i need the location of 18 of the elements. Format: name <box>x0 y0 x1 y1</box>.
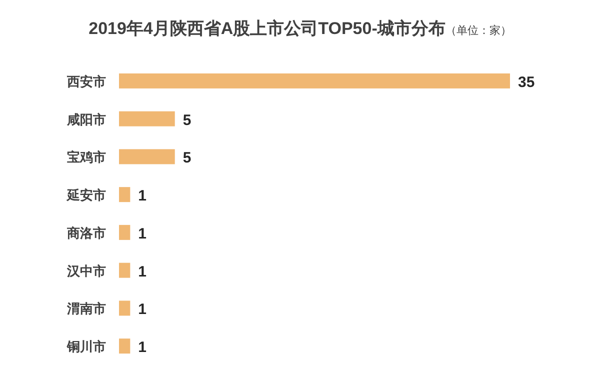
data-label: 5 <box>182 112 192 129</box>
y-tick-label: 延安市 <box>66 188 106 203</box>
y-tick-label: 商洛市 <box>66 225 106 240</box>
data-label: 1 <box>138 339 147 356</box>
y-tick-label: 铜川市 <box>66 339 106 354</box>
y-tick-label: 渭南市 <box>66 301 106 316</box>
y-tick-label: 宝鸡市 <box>67 150 106 165</box>
y-tick-label: 西安市 <box>66 74 106 89</box>
data-label: 1 <box>138 301 147 318</box>
y-tick-label: 汉中市 <box>66 263 106 278</box>
y-tick-label: 咸阳市 <box>66 112 106 127</box>
data-label: 1 <box>138 225 147 242</box>
chart-title: 2019年4月陕西省A股上市公司TOP50-城市分布 <box>88 19 446 38</box>
chart-subtitle: （单位：家） <box>445 24 512 37</box>
data-label: 35 <box>518 74 535 91</box>
data-label: 1 <box>138 188 147 205</box>
data-label: 1 <box>138 263 147 280</box>
data-label: 5 <box>182 150 192 167</box>
